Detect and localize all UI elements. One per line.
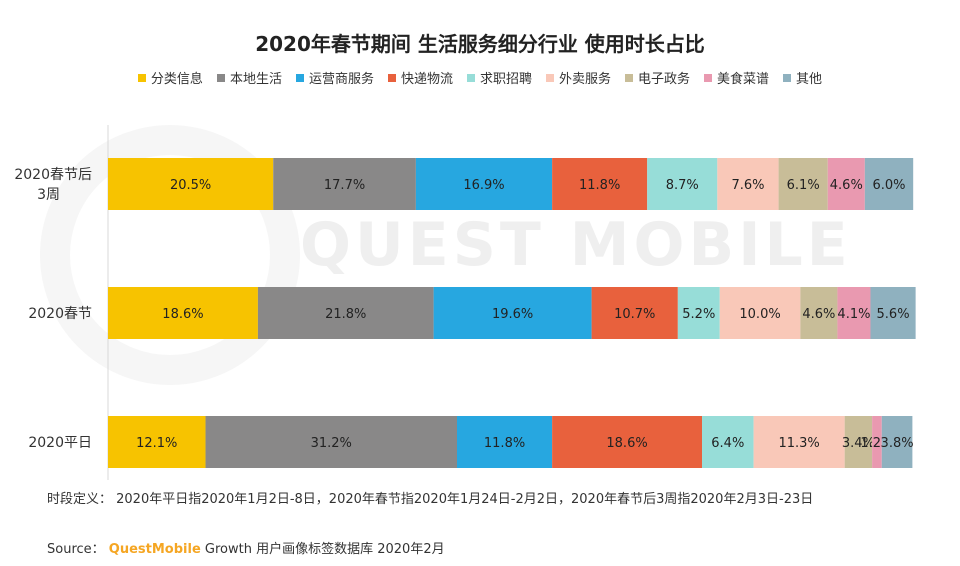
legend-swatch (295, 73, 304, 82)
chart-title: 2020年春节期间 生活服务细分行业 使用时长占比 (255, 32, 705, 56)
data-label: 11.8% (484, 436, 525, 451)
bar-segment (881, 416, 913, 468)
bar-segment (552, 416, 703, 468)
bar-segment (870, 287, 916, 339)
bar-segment (864, 158, 914, 210)
source-line: Source： QuestMobile Growth 用户画像标签数据库 202… (47, 538, 445, 557)
category-label-line: 3周 (37, 187, 60, 203)
data-label: 19.6% (492, 307, 533, 322)
data-label: 10.0% (739, 307, 780, 322)
legend-item: 其他 (783, 68, 822, 87)
legend-label: 求职招聘 (479, 72, 532, 87)
legend-item: 运营商服务 (295, 68, 374, 87)
data-label: 6.0% (872, 178, 905, 193)
legend-swatch (137, 73, 146, 82)
source-prefix: Source： (47, 542, 109, 557)
legend-swatch (783, 73, 792, 82)
bar-segment (827, 158, 865, 210)
legend-label: 电子政务 (638, 72, 691, 87)
bar-segment (753, 416, 845, 468)
legend-swatch (387, 73, 396, 82)
period-definition-note: 时段定义： 2020年平日指2020年1月2日-8日，2020年春节指2020年… (47, 492, 814, 507)
data-label: 3.4% (842, 436, 875, 451)
data-label: 10.7% (614, 307, 655, 322)
bar-segment (108, 416, 206, 468)
bar-segment (257, 287, 434, 339)
data-label: 17.7% (324, 178, 365, 193)
chart-legend: 分类信息 本地生活 运营商服务 快递物流 求职招聘 外卖服务 电子政务 美食菜谱 其他 (0, 68, 960, 87)
legend-item: 求职招聘 (466, 68, 532, 87)
bar-segment (457, 416, 553, 468)
legend-swatch (546, 73, 554, 82)
source-brand: QuestMobile (108, 542, 201, 557)
bar-segment (677, 287, 720, 339)
data-label: 21.8% (325, 307, 366, 322)
data-label: 8.7% (666, 178, 699, 193)
bar-segment (108, 158, 274, 210)
data-label: 16.9% (463, 178, 504, 193)
bar-segment (205, 416, 457, 468)
category-label-line: 2020春节 (28, 306, 92, 322)
legend-label: 外卖服务 (559, 72, 612, 87)
data-label: 4.6% (830, 178, 863, 193)
data-label: 5.6% (877, 307, 910, 322)
category-label-line: 2020平日 (28, 435, 92, 451)
bar-segment (552, 158, 648, 210)
bar-segment (719, 287, 801, 339)
bar-segment (647, 158, 718, 210)
category-label: 2020春节后 3周 (14, 167, 92, 203)
legend-item: 分类信息 (137, 68, 203, 87)
data-label: 4.1% (837, 307, 870, 322)
bar-segment (108, 287, 258, 339)
bar-segment (415, 158, 553, 210)
bar-segment (273, 158, 416, 210)
legend-item: 电子政务 (625, 68, 690, 87)
bar-segment (702, 416, 754, 468)
bar-segment (433, 287, 592, 339)
data-label: 5.2% (682, 307, 715, 322)
legend-swatch (216, 73, 225, 82)
bar-segment (778, 158, 828, 210)
legend-swatch (466, 73, 475, 82)
legend-item: 美食菜谱 (704, 68, 769, 87)
legend-swatch (625, 73, 634, 82)
data-label: 4.6% (802, 307, 835, 322)
legend-item: 本地生活 (216, 68, 282, 87)
bar-segment (872, 416, 882, 468)
legend-label: 本地生活 (229, 72, 282, 87)
data-label: 6.4% (711, 436, 744, 451)
legend-item: 快递物流 (387, 68, 453, 87)
category-label: 2020平日 (28, 435, 92, 451)
data-label: 18.6% (606, 436, 647, 451)
data-label: 11.3% (778, 436, 819, 451)
legend-item: 外卖服务 (546, 68, 611, 87)
watermark-text: QUEST MOBILE (300, 210, 852, 280)
bar-segment (837, 287, 871, 339)
legend-label: 其他 (796, 72, 823, 87)
data-label: 31.2% (311, 436, 352, 451)
data-label: 18.6% (162, 307, 203, 322)
legend-label: 分类信息 (150, 72, 203, 87)
category-label: 2020春节 (28, 306, 92, 322)
bar-segment (717, 158, 779, 210)
data-label: 7.6% (731, 178, 764, 193)
legend-label: 快递物流 (400, 72, 453, 87)
data-label: 6.1% (787, 178, 820, 193)
bar-segment (591, 287, 678, 339)
legend-label: 运营商服务 (308, 72, 374, 87)
legend-swatch (704, 73, 713, 82)
category-label-line: 2020春节后 (14, 167, 92, 183)
legend-label: 美食菜谱 (717, 72, 770, 87)
data-label: 3.8% (881, 436, 914, 451)
bar-segment (844, 416, 873, 468)
data-label: 12.1% (136, 436, 177, 451)
data-label: 20.5% (170, 178, 211, 193)
bar-segment (800, 287, 838, 339)
data-label: 11.8% (579, 178, 620, 193)
source-suffix: Growth 用户画像标签数据库 2020年2月 (200, 542, 445, 557)
